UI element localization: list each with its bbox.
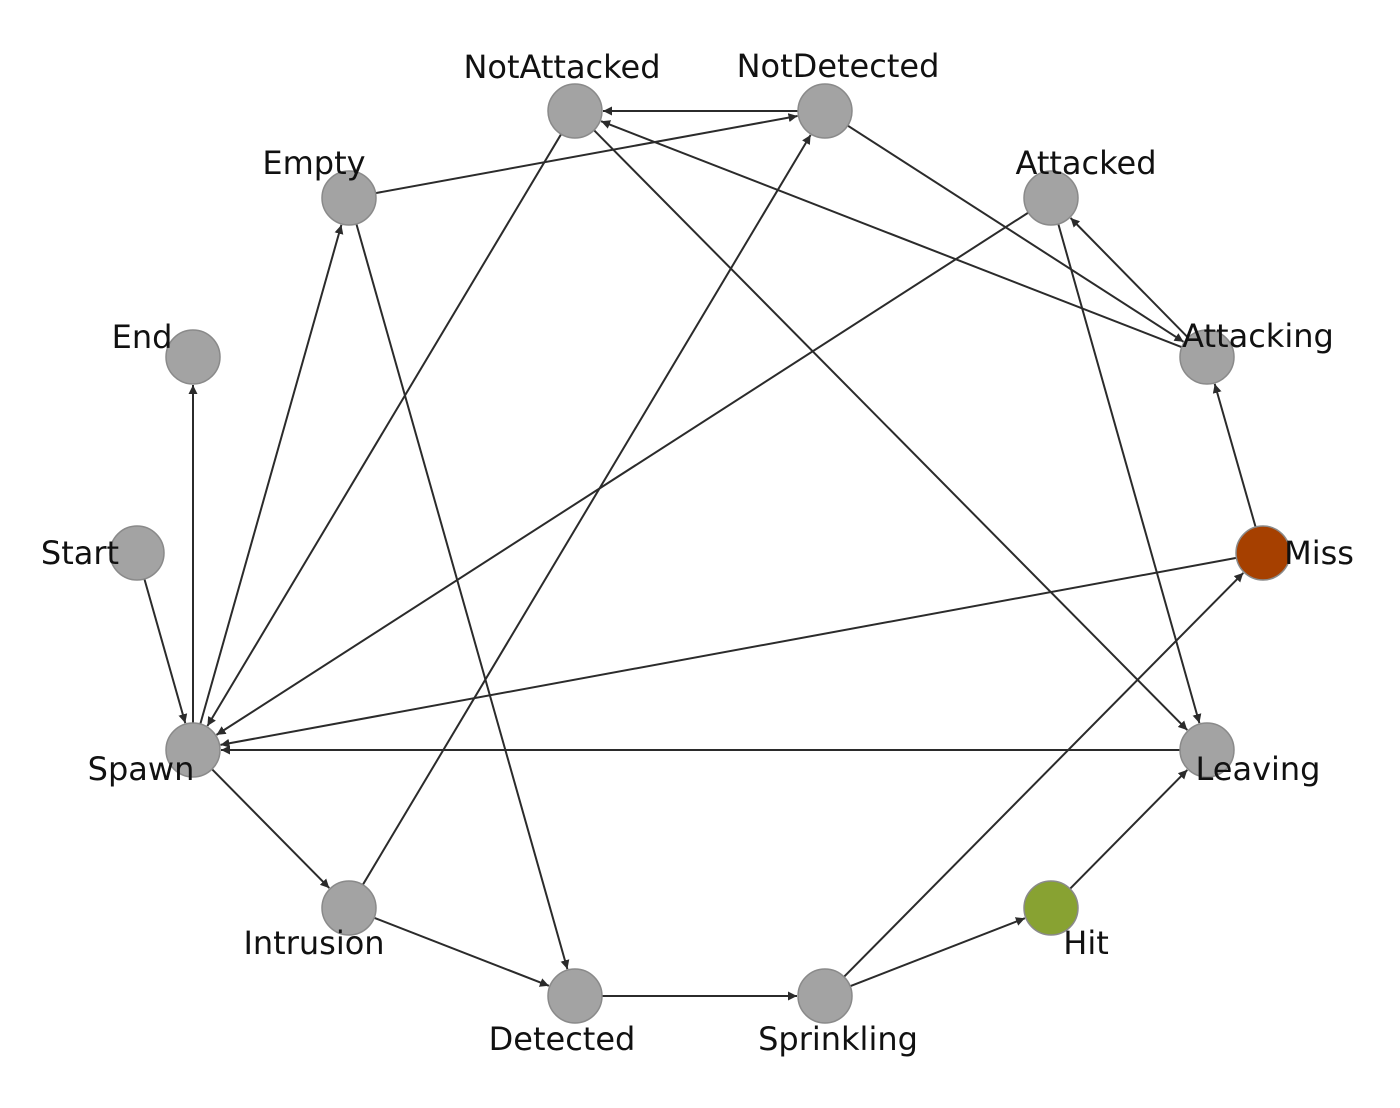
node-label-notdetected: NotDetected [737,47,940,85]
node-end [165,329,221,385]
edge-notdetected-to-attacking [847,124,1185,343]
node-label-leaving: Leaving [1196,750,1321,788]
edge-hit-to-leaving [1069,769,1189,890]
edge-sprinkling-to-hit [849,917,1026,988]
node-spawn [165,722,221,778]
node-label-detected: Detected [489,1020,636,1058]
node-hit [1023,880,1079,936]
node-intrusion [321,880,377,936]
node-label-sprinkling: Sprinkling [758,1020,918,1058]
node-label-attacked: Attacked [1015,144,1156,182]
edge-attacked-to-leaving [1057,223,1202,724]
node-label-miss: Miss [1284,534,1354,572]
node-sprinkling [797,968,853,1024]
node-attacking [1179,329,1235,385]
node-leaving [1179,722,1235,778]
edge-intrusion-to-detected [373,916,550,987]
edge-notattacked-to-spawn [206,133,562,727]
edge-spawn-to-empty [199,224,344,725]
edge-layer [143,106,1257,1001]
node-label-notattacked: NotAttacked [463,48,660,86]
edge-notattacked-to-leaving [593,129,1189,731]
node-notdetected [797,83,853,139]
edge-attacking-to-attacked [1069,217,1189,339]
edge-sprinkling-to-miss [843,572,1245,978]
edge-attacked-to-spawn [215,211,1029,736]
node-detected [547,968,603,1024]
node-start [109,525,165,581]
edge-miss-to-spawn [220,556,1237,748]
node-attacked [1023,170,1079,226]
node-label-start: Start [41,534,119,572]
node-label-end: End [112,318,173,356]
node-label-intrusion: Intrusion [243,924,384,962]
edge-start-to-spawn [143,578,188,724]
edge-empty-to-notdetected [375,113,798,195]
edge-attacking-to-notattacked [600,120,1183,349]
label-layer: Start End Spawn Empty NotAttacked NotDetected… [41,47,1354,1058]
node-label-spawn: Spawn [88,750,195,788]
node-miss [1235,525,1291,581]
edge-intrusion-to-notdetected [361,134,812,886]
node-layer [109,83,1291,1024]
edge-miss-to-attacking [1212,383,1257,528]
node-notattacked [547,83,603,139]
edge-spawn-to-intrusion [211,768,331,889]
node-label-attacking: Attacking [1182,317,1334,355]
node-label-hit: Hit [1063,924,1109,962]
node-empty [321,170,377,226]
edge-empty-to-detected [355,223,570,970]
node-label-empty: Empty [262,144,365,182]
